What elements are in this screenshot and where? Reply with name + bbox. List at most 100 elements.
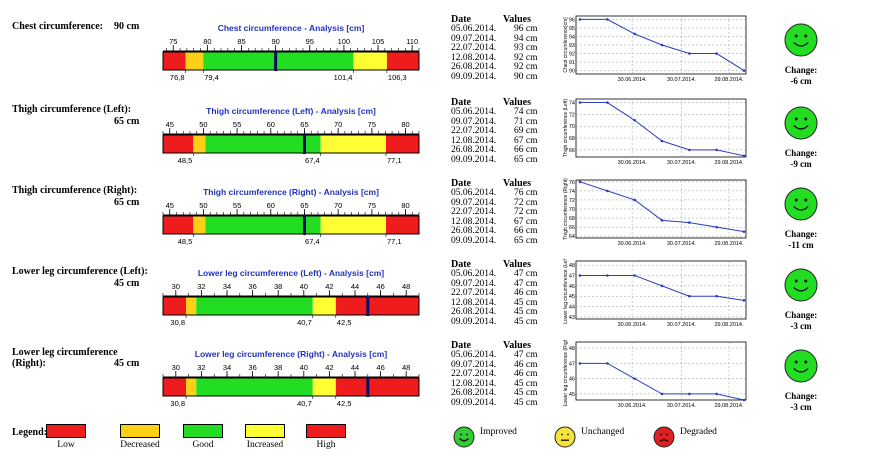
band-boundary-label: 30,8 xyxy=(170,318,185,327)
smiley-happy-icon-mouth xyxy=(459,438,469,442)
history-date: 22.07.2014. xyxy=(451,126,497,137)
band-increased xyxy=(320,216,386,234)
tick-label: 34 xyxy=(223,363,231,372)
history-value: 72 cm xyxy=(514,207,538,218)
chart-point xyxy=(606,274,609,277)
smiley-happy-icon-eye-left xyxy=(460,433,462,436)
smiley-happy-icon-mouth xyxy=(793,41,809,47)
history-date: 12.08.2014. xyxy=(451,52,497,63)
chart-ytick-label: 93 xyxy=(569,43,575,49)
chart-point xyxy=(578,180,582,184)
tick-label: 40 xyxy=(300,282,308,291)
chart-point xyxy=(715,294,718,298)
history-date: 05.06.2014. xyxy=(451,188,497,198)
chart-plot-area xyxy=(575,260,747,320)
history-value: 45 cm xyxy=(514,297,538,308)
smiley-happy-icon-eye-right xyxy=(804,198,808,202)
analysis-gauge: 75 80 85 90 95 100 105 110 76,8 79,4 101,4 106,3 xyxy=(162,37,420,82)
history-value: 74 cm xyxy=(514,107,538,117)
history-date: 05.06.2014. xyxy=(451,269,497,279)
tick-label: 55 xyxy=(233,201,241,210)
change-status-icon xyxy=(784,187,818,221)
tick-label: 36 xyxy=(248,282,256,291)
tick-label: 80 xyxy=(401,201,409,210)
band-boundary-label: 101,4 xyxy=(334,73,353,82)
chart-point xyxy=(578,18,582,21)
chart-point xyxy=(715,392,718,396)
analysis-gauge: 30 32 34 36 38 40 42 44 46 48 30,8 40,7 42,5 xyxy=(162,363,420,408)
chart-point xyxy=(688,221,691,224)
tick-label: 85 xyxy=(237,37,245,46)
measurement-label: Chest circumference: xyxy=(12,21,103,32)
chart-ytick-label: 64 xyxy=(569,234,575,240)
chart-point xyxy=(688,148,691,152)
band-increased xyxy=(320,135,386,153)
history-chart: 64 66 68 70 72 74 76 30.06.2014. 30.07.2014. 29.0… xyxy=(563,178,747,247)
chart-ytick-label: 95 xyxy=(569,26,575,32)
tick-label: 40 xyxy=(300,363,308,372)
change-label: Change: xyxy=(784,391,818,401)
gauge-title: Lower leg circumference (Left) - Analysi… xyxy=(197,268,385,278)
band-boundary-label: 48,5 xyxy=(178,156,193,165)
smiley-happy-icon-face xyxy=(784,187,818,221)
chart-xtick-label: 29.08.2014. xyxy=(714,322,744,328)
tick-label: 100 xyxy=(338,37,351,46)
band-high xyxy=(385,135,419,153)
chart-xtick-label: 29.08.2014. xyxy=(714,160,744,166)
chart-point xyxy=(715,225,718,229)
history-date: 09.09.2014. xyxy=(451,72,497,82)
measurement-label: Thigh circumference (Left): xyxy=(12,104,132,115)
chart-ytick-label: 68 xyxy=(569,136,575,142)
history-value: 65 cm xyxy=(514,155,538,165)
chart-xtick-label: 30.06.2014. xyxy=(618,160,648,166)
history-date: 09.07.2014. xyxy=(451,33,497,44)
band-decreased xyxy=(185,52,204,70)
chart-ytick-label: 72 xyxy=(569,112,575,118)
history-value: 46 cm xyxy=(514,369,538,380)
band-decreased xyxy=(193,216,206,234)
chart-point xyxy=(578,101,582,104)
chart-ytick-label: 46 xyxy=(569,284,575,290)
band-low xyxy=(163,52,186,70)
band-increased xyxy=(312,297,336,315)
chart-plot-area xyxy=(575,98,747,158)
legend-swatch-decreased xyxy=(120,424,160,438)
band-low xyxy=(163,135,194,153)
tick-label: 60 xyxy=(267,201,275,210)
tick-label: 70 xyxy=(334,120,342,129)
chart-ytick-label: 48 xyxy=(569,263,575,269)
chart-ytick-label: 45 xyxy=(569,294,575,300)
chart-xtick-label: 30.07.2014. xyxy=(667,322,697,328)
history-value: 46 cm xyxy=(514,359,538,370)
tick-label: 32 xyxy=(197,282,205,291)
history-date: 12.08.2014. xyxy=(451,378,497,389)
chart-xtick-label: 30.06.2014. xyxy=(618,241,648,247)
tick-label: 45 xyxy=(166,120,174,129)
band-good xyxy=(205,216,321,234)
smiley-happy-icon-mouth xyxy=(793,205,809,211)
tick-label: 105 xyxy=(372,37,385,46)
analysis-gauge: 30 32 34 36 38 40 42 44 46 48 30,8 40,7 42,5 xyxy=(162,282,420,327)
tick-label: 110 xyxy=(406,37,418,46)
chart-ytick-label: 70 xyxy=(569,124,575,130)
history-date-header: Date xyxy=(451,259,471,270)
smiley-happy-icon xyxy=(784,187,818,221)
history-date: 12.08.2014. xyxy=(451,216,497,227)
chart-ytick-label: 72 xyxy=(569,198,575,204)
chart-ytick-label: 74 xyxy=(569,101,575,107)
smiley-happy-icon xyxy=(784,106,818,140)
chart-ylabel: Thigh circumference (Right) xyxy=(563,178,569,240)
band-high xyxy=(335,378,419,396)
history-value: 69 cm xyxy=(514,126,538,137)
legend-swatch-low xyxy=(46,424,86,438)
band-boundary-label: 76,8 xyxy=(170,73,185,82)
chart-point xyxy=(715,148,718,152)
change-label: Change: xyxy=(784,65,818,75)
chart-xtick-label: 30.07.2014. xyxy=(667,403,697,409)
smiley-happy-icon-mouth xyxy=(793,367,809,373)
chart-point xyxy=(633,377,636,380)
tick-label: 90 xyxy=(271,37,279,46)
measurement-label: Lower leg circumference xyxy=(12,347,118,358)
current-value-marker xyxy=(302,134,306,154)
history-value: 45 cm xyxy=(514,388,538,399)
